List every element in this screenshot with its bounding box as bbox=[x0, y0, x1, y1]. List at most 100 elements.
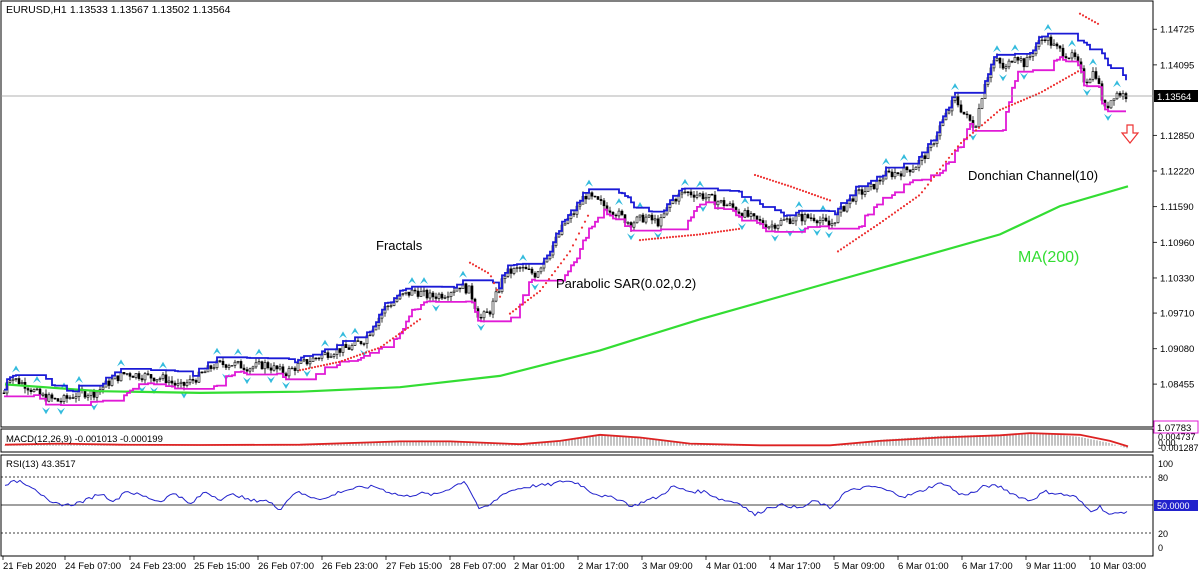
candle-body bbox=[659, 217, 663, 227]
candle-body bbox=[899, 173, 903, 177]
candle-body bbox=[1025, 56, 1029, 68]
candle-body bbox=[332, 354, 336, 357]
candle-body bbox=[896, 172, 900, 175]
fractal-up-marker bbox=[615, 198, 623, 206]
fractal-up-marker bbox=[1044, 23, 1052, 31]
sar-dot bbox=[553, 270, 557, 273]
fractal-up-marker bbox=[321, 339, 329, 347]
fractal-up-marker bbox=[795, 201, 803, 209]
sar-dot bbox=[313, 365, 317, 369]
sar-dot bbox=[710, 231, 714, 234]
candle-body bbox=[140, 378, 144, 381]
candle-body bbox=[35, 388, 39, 391]
fractal-up-marker bbox=[213, 347, 221, 355]
candle-body bbox=[449, 292, 453, 297]
sar-dot bbox=[719, 230, 723, 233]
candle-body bbox=[794, 215, 798, 222]
candle-body bbox=[176, 383, 180, 386]
sar-dot bbox=[535, 292, 539, 295]
price-tick-label: 1.14725 bbox=[1160, 25, 1194, 36]
sar-dot bbox=[382, 343, 386, 346]
sar-dot bbox=[704, 232, 708, 235]
candle-body bbox=[56, 398, 60, 402]
sar-dot bbox=[804, 190, 808, 193]
sar-dot bbox=[1087, 17, 1091, 20]
fractal-down-marker bbox=[813, 228, 821, 236]
sar-dot bbox=[586, 214, 590, 217]
candle-body bbox=[965, 113, 969, 116]
candle-body bbox=[152, 377, 156, 382]
candle-body bbox=[182, 381, 186, 386]
sar-dot bbox=[523, 301, 527, 304]
fractal-up-marker bbox=[75, 376, 83, 384]
sar-dot bbox=[1022, 98, 1026, 101]
candle-body bbox=[773, 224, 777, 229]
sar-dot bbox=[680, 235, 684, 238]
candle-body bbox=[1088, 79, 1092, 84]
donchian-annotation: Donchian Channel(10) bbox=[968, 168, 1098, 183]
candle-body bbox=[248, 368, 252, 372]
candle-body bbox=[701, 193, 705, 200]
sar-dot bbox=[316, 365, 320, 368]
sar-dot bbox=[370, 349, 374, 352]
fractal-up-marker bbox=[339, 331, 347, 339]
sar-dot bbox=[863, 232, 867, 235]
candle-body bbox=[1067, 57, 1071, 60]
candle-body bbox=[329, 356, 333, 358]
sar-dot bbox=[1049, 85, 1053, 88]
candle-body bbox=[905, 166, 909, 171]
sar-dot bbox=[322, 364, 326, 367]
sar-dot bbox=[854, 238, 858, 241]
candle-body bbox=[737, 211, 741, 214]
sar-dot bbox=[756, 174, 760, 177]
candle-body bbox=[533, 272, 537, 278]
candle-body bbox=[347, 347, 351, 350]
candle-body bbox=[26, 388, 30, 391]
sar-dot bbox=[544, 282, 548, 285]
fractal-down-marker bbox=[282, 381, 290, 389]
sar-dot bbox=[1007, 105, 1011, 108]
candle-body bbox=[911, 169, 915, 173]
candle-body bbox=[356, 340, 360, 342]
candle-body bbox=[1070, 52, 1074, 59]
sar-dot bbox=[686, 234, 690, 237]
time-tick-label: 10 Mar 03:00 bbox=[1090, 561, 1146, 572]
candle-body bbox=[698, 193, 702, 196]
candle-body bbox=[947, 110, 951, 114]
fractal-up-marker bbox=[900, 153, 908, 161]
candle-body bbox=[908, 169, 912, 173]
candle-body bbox=[278, 366, 282, 370]
candle-body bbox=[107, 380, 111, 386]
candle-body bbox=[62, 395, 66, 402]
candle-body bbox=[833, 222, 837, 224]
sar-dot bbox=[992, 113, 996, 117]
sar-dot bbox=[352, 355, 356, 358]
current-price-tag-bg bbox=[1154, 90, 1198, 102]
candle-body bbox=[293, 367, 297, 371]
sar-dot bbox=[364, 351, 368, 354]
candle-body bbox=[458, 287, 462, 290]
fractal-up-marker bbox=[159, 361, 167, 369]
sar-dot bbox=[753, 173, 757, 177]
time-tick-label: 25 Feb 15:00 bbox=[194, 561, 250, 572]
sar-dot bbox=[813, 194, 817, 197]
candle-body bbox=[305, 359, 309, 365]
rsi-line bbox=[4, 479, 1128, 517]
sar-dot bbox=[1025, 97, 1029, 100]
fractal-up-marker bbox=[1011, 44, 1019, 52]
price-tick-label: 1.09080 bbox=[1160, 344, 1194, 355]
sar-dot bbox=[822, 197, 826, 200]
candle-body bbox=[851, 198, 855, 202]
sar-dot bbox=[1061, 78, 1065, 81]
time-tick-label: 4 Mar 01:00 bbox=[706, 561, 757, 572]
fractal-down-marker bbox=[1104, 113, 1112, 121]
candle-body bbox=[416, 290, 420, 297]
sar-dot bbox=[974, 129, 978, 132]
candle-body bbox=[611, 211, 615, 216]
price-tick-label: 1.14095 bbox=[1160, 60, 1194, 71]
candle-body bbox=[29, 389, 33, 393]
candle-body bbox=[446, 296, 450, 298]
candle-body bbox=[968, 114, 972, 121]
candle-body bbox=[344, 344, 348, 348]
sar-dot bbox=[337, 360, 341, 364]
